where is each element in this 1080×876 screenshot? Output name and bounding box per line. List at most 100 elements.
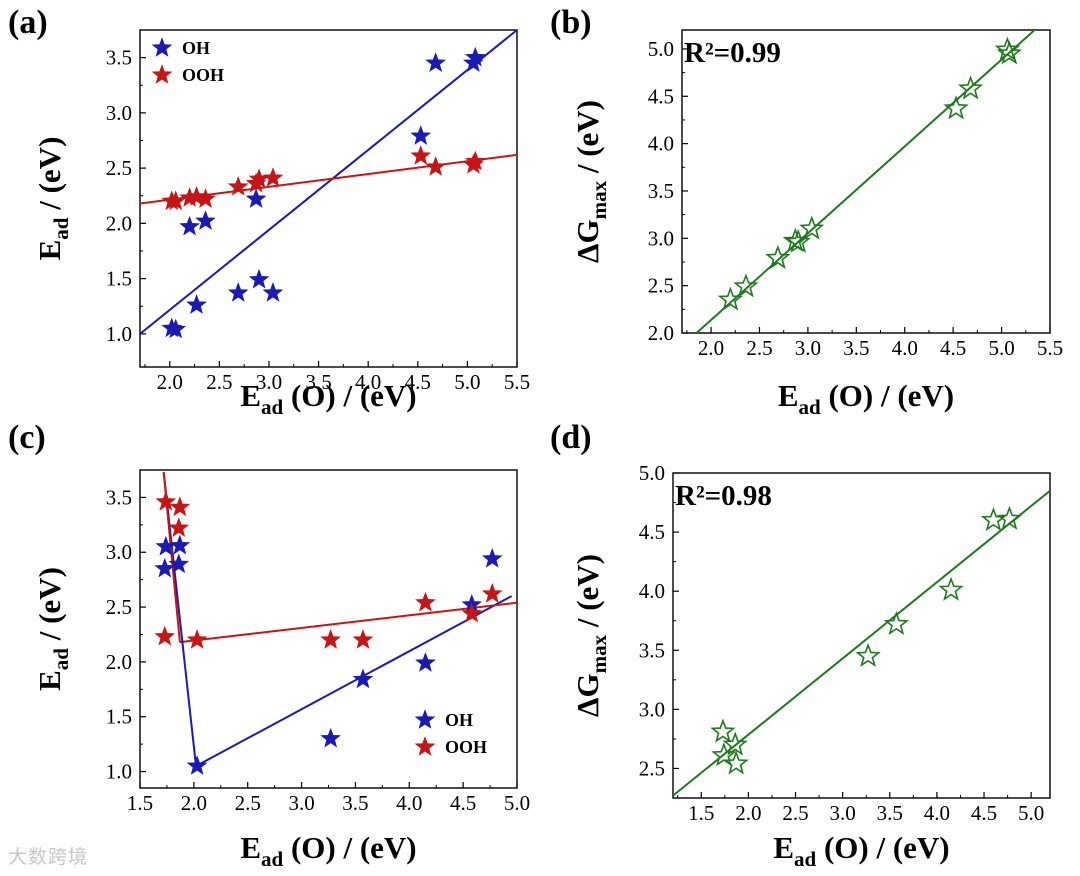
legend-marker-ooh [151,64,173,84]
data-point-oh [465,46,486,67]
y-axis-label-sub: max [587,180,611,219]
x-tick-label: 2.5 [782,801,808,825]
y-axis-label-sub: ad [49,217,73,240]
data-point-oh [169,534,191,555]
x-tick-label: 4.5 [971,801,997,825]
data-point-dgmax [943,95,969,120]
data-point-dgmax [957,75,984,100]
fit-line-ooh [179,601,517,644]
y-tick-label: 2.5 [639,756,665,780]
data-point-oh [195,210,216,230]
data-point-ooh [168,517,190,537]
data-point-ooh [186,629,208,649]
x-tick-label: 3.5 [843,336,869,360]
y-tick-label: 1.0 [106,322,132,346]
x-axis-label: Ead (O) / (eV) [773,830,949,871]
x-tick-label: 2.5 [206,370,232,394]
data-point-oh [320,727,341,748]
y-tick-label: 3.5 [106,485,132,509]
x-axis-label-sub: ad [261,395,284,419]
data-point-dgmax [785,228,811,253]
y-tick-label: 1.5 [106,267,132,291]
data-point-oh [425,52,446,72]
data-point-oh [186,294,207,314]
data-point-dgmax [765,244,791,269]
y-axis-label-main: ΔG [570,673,605,717]
x-axis-label-rest: (O) / (eV) [283,378,416,413]
plot-frame [681,29,1051,334]
x-tick-label: 3.0 [795,336,821,360]
panel-c: 1.5 2.0 2.5 3.0 3.5 4.0 4.5 5.0 1.0 1.5 2.0 2.5 3.0 3… [8,419,530,871]
x-tick-label: 5.0 [454,370,480,394]
y-tick-label: 4.0 [648,132,674,156]
y-tick-label: 4.5 [639,520,665,544]
x-tick-label: 1.5 [127,791,153,815]
y-tick-label: 5.0 [648,37,674,61]
data-point-oh [415,652,436,672]
x-tick-label: 2.0 [157,370,183,394]
y-axis-label-sub: max [587,634,611,673]
legend-label-ooh: OOH [445,737,487,757]
fit-lines [673,489,1050,797]
data-point-dgmax [717,286,744,311]
data-point-ooh [227,176,249,196]
data-point-oh [154,557,176,578]
data-point-ooh [320,629,341,649]
panel-a: 2.0 2.5 3.0 3.5 4.0 4.5 5.0 5.5 1.0 1.5 2.0 2.5 3.0 3… [8,4,530,419]
data-point-oh [227,282,249,302]
panel-d: 1.5 2.0 2.5 3.0 3.5 4.0 4.5 5.0 2.5 3.0 3.5 4.0 4.5 5… [550,419,1051,871]
y-tick-label: 2.5 [106,595,132,619]
data-point-ooh [154,625,176,646]
y-tick-label: 4.0 [639,579,665,603]
x-axis-label-rest: (O) / (eV) [816,830,949,865]
plot-frame [139,29,518,368]
x-tick-label: 2.0 [735,801,761,825]
y-axis-label-main: ΔG [570,219,605,263]
x-tick-label: 5.5 [504,370,530,394]
y-tick-label: 2.0 [106,211,132,235]
fit-line-δgmax [695,30,1037,333]
legend-marker-ooh [414,736,436,756]
panel-label: (d) [550,419,592,456]
data-point-oh [248,268,270,289]
data-point-dgmax [723,750,749,775]
x-axis-label: Ead (O) / (eV) [240,378,416,419]
x-axis-label: Ead (O) / (eV) [240,830,416,871]
x-axis-label-main: E [778,378,799,413]
data-point-oh [481,547,503,568]
y-tick-label: 5.0 [639,461,665,485]
x-axis-label: Ead (O) / (eV) [778,378,954,419]
data-point-dgmax [996,505,1023,530]
data-point-oh [165,318,187,339]
data-point-oh [168,553,190,574]
x-tick-label: 5.5 [1037,336,1063,360]
data-point-dgmax [996,40,1022,65]
x-tick-label: 4.5 [940,336,966,360]
x-tick-label: 3.5 [342,791,368,815]
data-point-oh [179,215,200,236]
y-axis-label-rest: / (eV) [570,100,605,181]
x-tick-label: 1.5 [688,801,714,825]
legend-label-oh: OH [182,38,210,58]
x-tick-label: 4.5 [405,370,431,394]
legend-label-ooh: OOH [182,65,224,85]
y-tick-label: 3.5 [106,46,132,70]
data-point-ooh [465,150,486,171]
x-tick-label: 2.0 [181,791,207,815]
x-axis-label-main: E [240,830,261,865]
x-tick-label: 3.0 [256,370,282,394]
y-axis-label: ΔGmax / (eV) [570,554,611,717]
r-squared-annotation: R²=0.98 [675,480,772,512]
x-tick-label: 3.0 [288,791,314,815]
x-tick-label: 2.5 [235,791,261,815]
watermark: 大数跨境 [8,846,89,868]
data-point-dgmax [938,576,964,601]
data-point-dgmax [994,36,1021,61]
data-point-oh [262,282,284,302]
y-tick-label: 2.5 [106,156,132,180]
data-point-ooh [352,629,374,649]
x-tick-label: 3.5 [877,801,903,825]
y-axis-label-rest: / (eV) [570,554,605,635]
data-point-ooh [461,602,483,623]
